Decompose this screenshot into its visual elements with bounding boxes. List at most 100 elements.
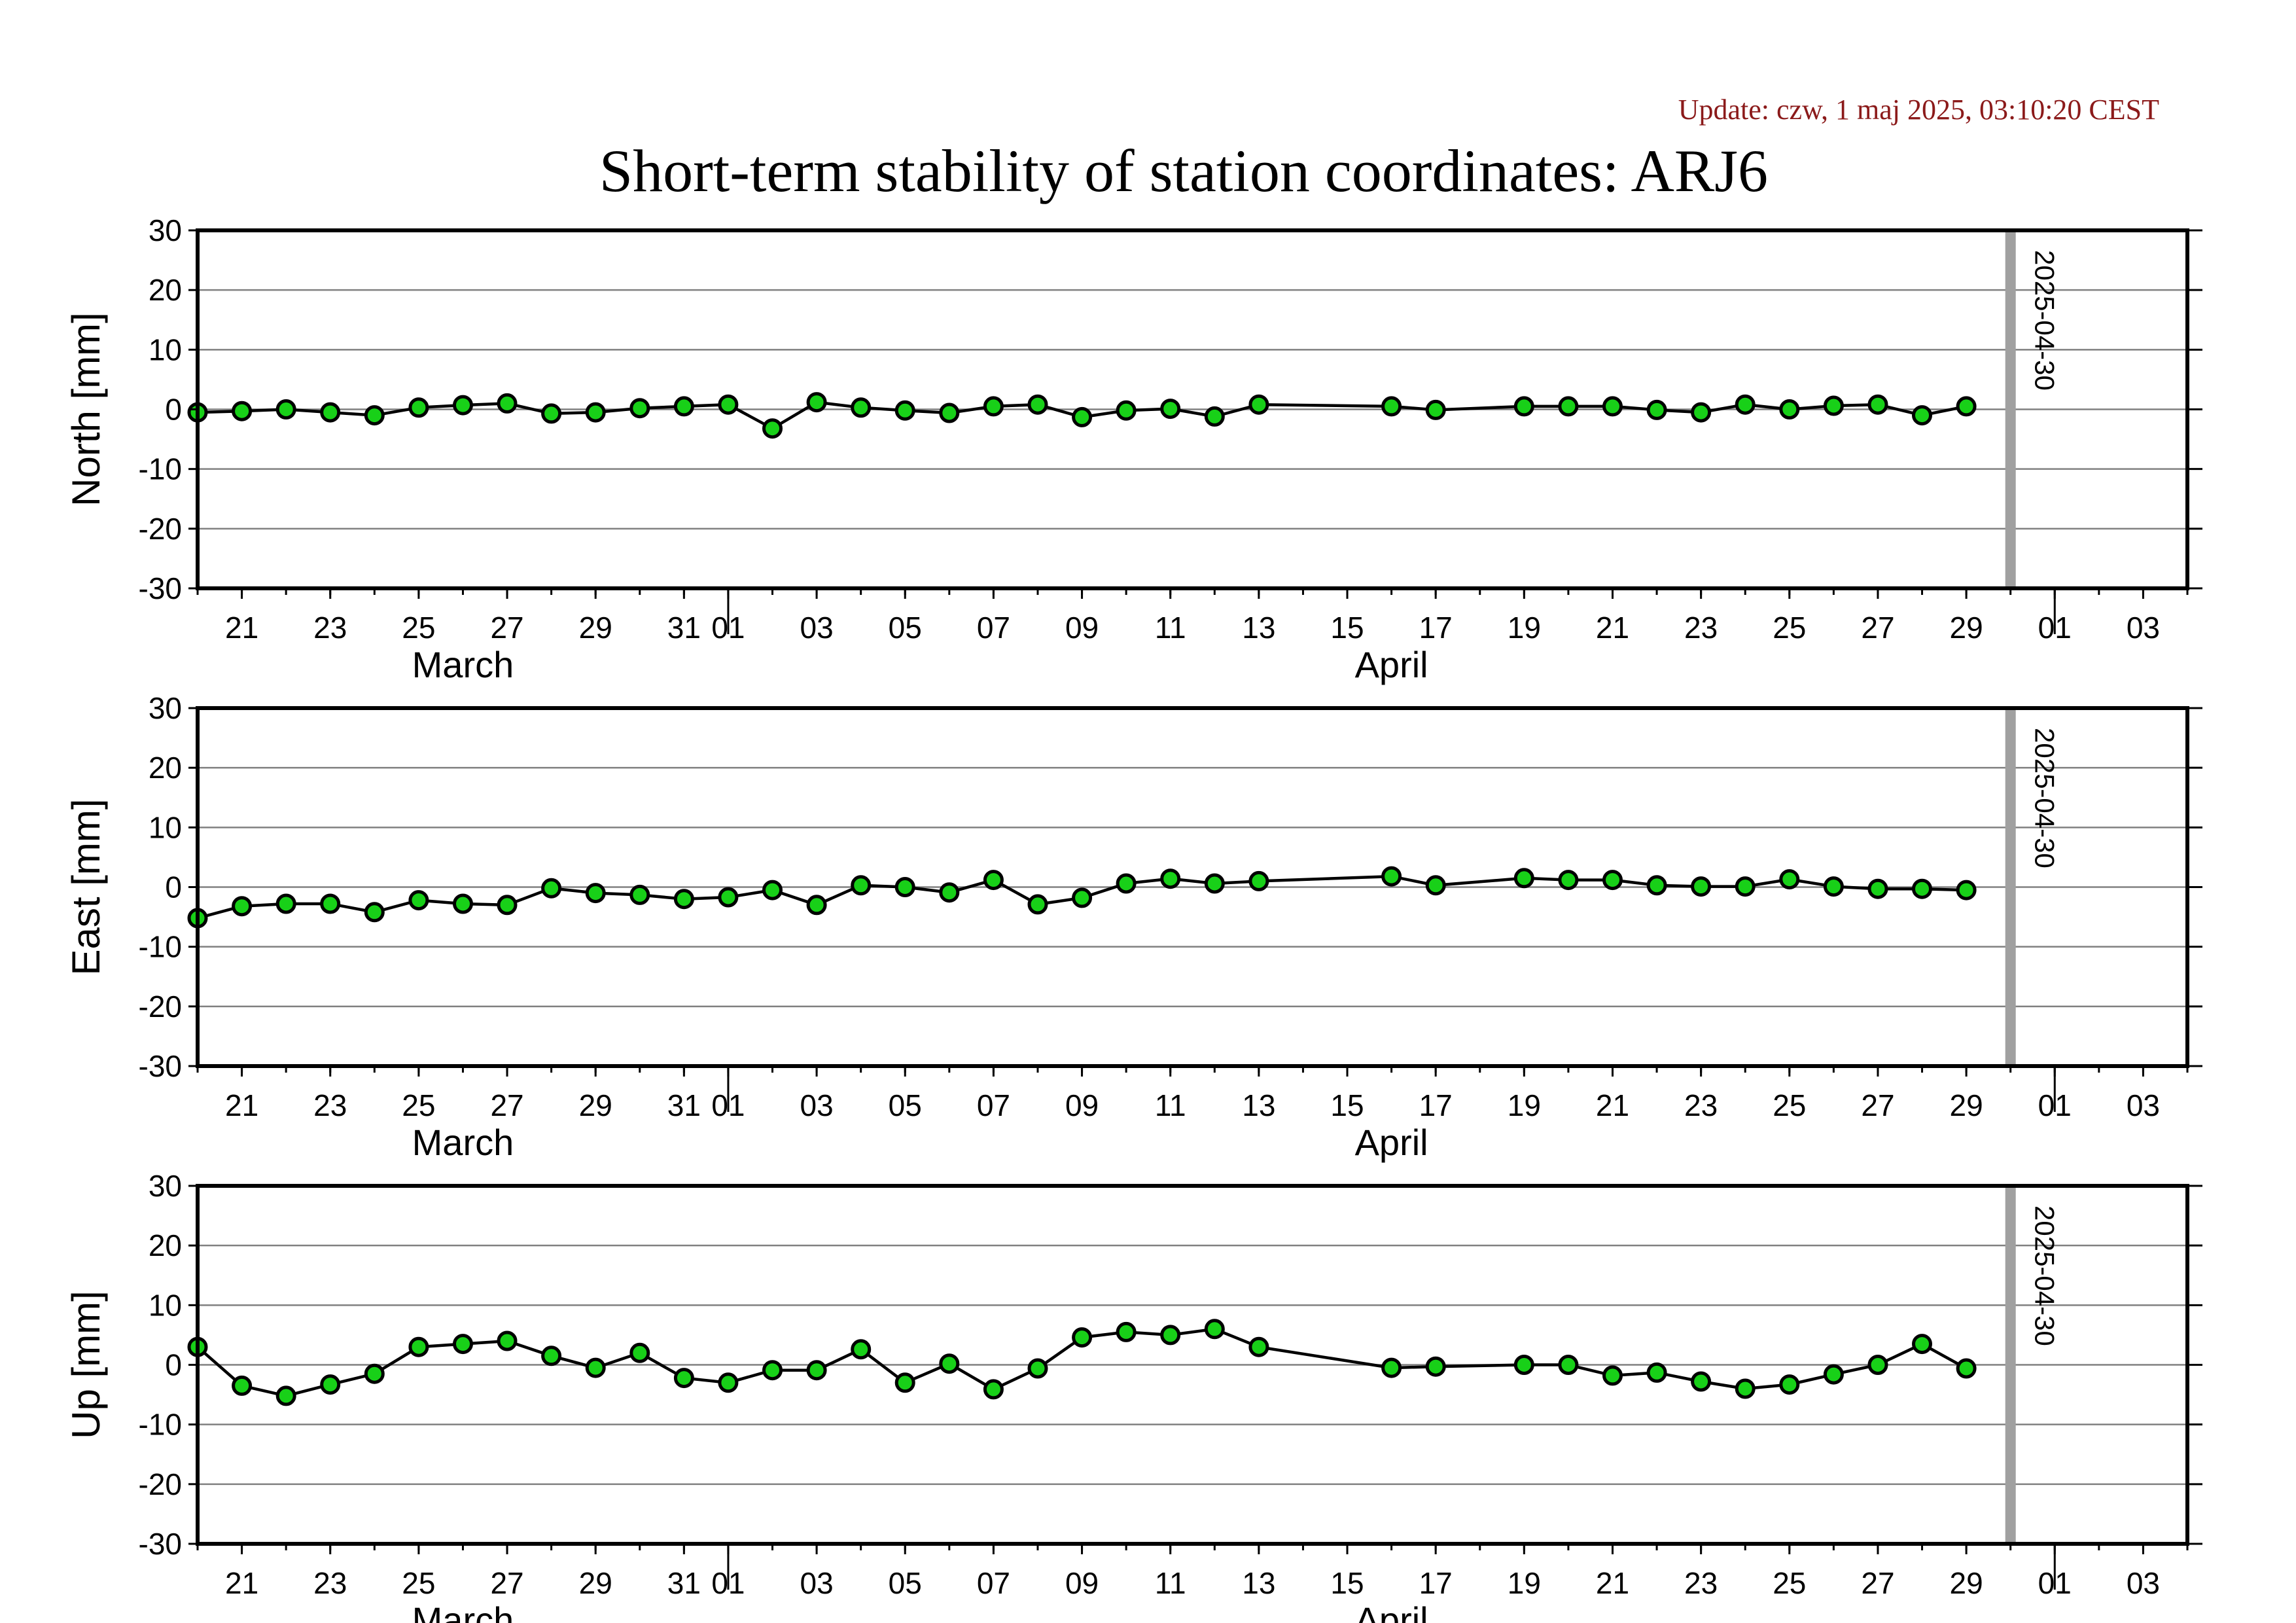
y-tick-label: -20 bbox=[139, 512, 182, 546]
data-point bbox=[1248, 870, 1269, 891]
data-point bbox=[939, 1353, 960, 1374]
reference-date-label: 2025-04-30 bbox=[2030, 250, 2060, 391]
x-tick-label: 03 bbox=[800, 1088, 834, 1122]
y-tick-label: -10 bbox=[139, 930, 182, 964]
x-tick-label: 07 bbox=[977, 611, 1010, 645]
x-tick-label: 29 bbox=[579, 611, 612, 645]
data-point bbox=[1027, 1358, 1048, 1379]
data-point bbox=[1381, 396, 1402, 417]
y-tick-label: 0 bbox=[165, 870, 182, 904]
x-tick-label: 29 bbox=[579, 1566, 612, 1600]
data-point bbox=[1602, 396, 1623, 417]
x-tick-label: 13 bbox=[1242, 611, 1275, 645]
x-tick-label: 13 bbox=[1242, 1566, 1275, 1600]
x-tick-label: 25 bbox=[402, 1088, 435, 1122]
data-point bbox=[983, 1379, 1004, 1400]
data-point bbox=[762, 418, 783, 439]
data-point bbox=[1425, 1356, 1446, 1377]
data-point bbox=[939, 882, 960, 903]
data-point bbox=[585, 402, 606, 423]
data-point bbox=[275, 1385, 296, 1406]
data-point bbox=[364, 902, 385, 923]
data-point bbox=[851, 1339, 872, 1360]
data-point bbox=[1646, 1362, 1667, 1383]
data-point bbox=[894, 400, 915, 421]
x-tick-label: 25 bbox=[402, 1566, 435, 1600]
data-point bbox=[939, 402, 960, 423]
y-axis-label: Up [mm] bbox=[64, 1291, 108, 1439]
reference-date-label: 2025-04-30 bbox=[2030, 728, 2060, 868]
x-tick-label: 21 bbox=[225, 1088, 258, 1122]
x-tick-label: 25 bbox=[1773, 1088, 1806, 1122]
figure-title: Short-term stability of station coordina… bbox=[599, 137, 1768, 204]
data-point bbox=[585, 883, 606, 904]
x-tick-label: 01 bbox=[2038, 611, 2072, 645]
x-tick-label: 23 bbox=[313, 1088, 347, 1122]
y-tick-label: 10 bbox=[149, 332, 182, 366]
data-point bbox=[718, 394, 739, 415]
data-point bbox=[1204, 873, 1225, 894]
x-tick-label: 11 bbox=[1155, 611, 1186, 645]
data-point bbox=[1558, 396, 1579, 417]
x-tick-label: 01 bbox=[711, 611, 745, 645]
x-tick-label: 13 bbox=[1242, 1088, 1275, 1122]
data-point bbox=[1912, 878, 1932, 899]
data-point bbox=[1425, 399, 1446, 420]
x-tick-label: 25 bbox=[402, 611, 435, 645]
y-tick-label: 20 bbox=[149, 1228, 182, 1262]
data-point bbox=[673, 1368, 694, 1389]
x-tick-label: 23 bbox=[1684, 1088, 1718, 1122]
month-label: March bbox=[412, 1122, 514, 1163]
x-tick-label: 27 bbox=[1861, 1566, 1894, 1600]
data-point bbox=[453, 893, 473, 914]
y-axis-label: East [mm] bbox=[64, 798, 108, 975]
data-point bbox=[1867, 878, 1888, 899]
x-tick-label: 29 bbox=[1950, 1088, 1983, 1122]
data-point bbox=[1027, 394, 1048, 415]
data-point bbox=[1735, 1378, 1756, 1399]
x-tick-label: 01 bbox=[711, 1566, 745, 1600]
x-tick-label: 01 bbox=[2038, 1566, 2072, 1600]
y-axis-label: North [mm] bbox=[64, 312, 108, 507]
month-label: April bbox=[1355, 1122, 1428, 1163]
data-point bbox=[408, 1336, 429, 1357]
data-point bbox=[1027, 894, 1048, 915]
x-tick-label: 29 bbox=[1950, 1566, 1983, 1600]
x-tick-label: 21 bbox=[1596, 1566, 1629, 1600]
data-point bbox=[1513, 396, 1534, 417]
x-tick-label: 21 bbox=[1596, 611, 1629, 645]
data-point bbox=[718, 1372, 739, 1393]
data-point bbox=[232, 401, 253, 421]
x-tick-label: 31 bbox=[667, 1088, 701, 1122]
data-point bbox=[1779, 399, 1800, 419]
data-point bbox=[320, 893, 341, 914]
data-point bbox=[851, 397, 872, 418]
x-tick-label: 07 bbox=[977, 1566, 1010, 1600]
x-tick-label: 15 bbox=[1330, 611, 1364, 645]
data-point bbox=[275, 893, 296, 914]
x-tick-label: 01 bbox=[2038, 1088, 2072, 1122]
data-point bbox=[497, 895, 518, 916]
data-point bbox=[585, 1357, 606, 1378]
y-tick-label: -30 bbox=[139, 1049, 182, 1083]
data-point bbox=[275, 399, 296, 419]
reference-date-label: 2025-04-30 bbox=[2030, 1205, 2060, 1346]
x-tick-label: 27 bbox=[490, 611, 523, 645]
data-point bbox=[1912, 1334, 1932, 1355]
x-tick-label: 17 bbox=[1419, 1566, 1453, 1600]
x-tick-label: 05 bbox=[889, 1566, 922, 1600]
data-point bbox=[1116, 400, 1137, 421]
x-tick-label: 17 bbox=[1419, 611, 1453, 645]
x-tick-label: 21 bbox=[1596, 1088, 1629, 1122]
x-tick-label: 31 bbox=[667, 1566, 701, 1600]
x-tick-label: 23 bbox=[313, 611, 347, 645]
x-tick-label: 29 bbox=[1950, 611, 1983, 645]
x-tick-label: 21 bbox=[225, 611, 258, 645]
data-point bbox=[1691, 1371, 1712, 1392]
x-tick-label: 05 bbox=[889, 1088, 922, 1122]
data-point bbox=[1381, 866, 1402, 887]
data-point bbox=[1735, 394, 1756, 415]
